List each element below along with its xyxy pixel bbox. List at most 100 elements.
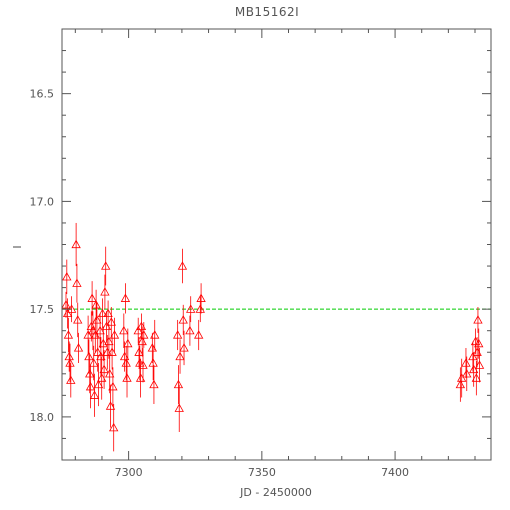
triangle-marker bbox=[462, 368, 472, 378]
data-point bbox=[103, 300, 113, 327]
triangle-marker bbox=[149, 379, 159, 389]
triangle-marker bbox=[105, 368, 115, 378]
triangle-marker bbox=[108, 381, 118, 391]
x-tick-label: 7350 bbox=[248, 466, 276, 479]
data-point bbox=[93, 332, 103, 372]
data-point bbox=[473, 306, 483, 333]
y-tick-label: 17.0 bbox=[30, 195, 55, 208]
triangle-marker bbox=[469, 364, 479, 374]
data-point bbox=[72, 263, 82, 303]
data-point bbox=[89, 345, 99, 381]
triangle-marker bbox=[104, 336, 114, 346]
data-point bbox=[122, 358, 132, 398]
y-axis-label: I bbox=[11, 245, 24, 248]
data-point bbox=[137, 326, 147, 357]
triangle-marker bbox=[84, 351, 94, 361]
triangle-marker bbox=[468, 351, 478, 361]
data-point bbox=[106, 306, 116, 338]
data-point bbox=[99, 350, 109, 389]
data-point bbox=[178, 304, 188, 336]
axis-ticks bbox=[62, 28, 491, 461]
triangle-marker bbox=[461, 358, 471, 367]
data-point bbox=[455, 367, 466, 402]
data-point bbox=[174, 384, 184, 432]
data-point bbox=[121, 345, 131, 381]
triangle-marker bbox=[122, 373, 132, 382]
data-point bbox=[461, 347, 471, 379]
triangle-marker bbox=[139, 330, 149, 339]
chart-title: MB15162I bbox=[235, 5, 299, 19]
triangle-marker bbox=[177, 261, 188, 270]
triangle-marker bbox=[134, 347, 144, 356]
data-point bbox=[138, 347, 148, 383]
data-point bbox=[474, 328, 484, 359]
triangle-marker bbox=[91, 300, 101, 309]
triangle-marker bbox=[173, 379, 184, 389]
data-point bbox=[185, 315, 195, 346]
data-point bbox=[462, 356, 472, 392]
triangle-marker bbox=[71, 239, 81, 249]
data-point bbox=[92, 302, 102, 338]
triangle-marker bbox=[471, 373, 482, 382]
triangle-marker bbox=[119, 351, 130, 361]
triangle-marker bbox=[89, 390, 100, 399]
data-points bbox=[61, 222, 485, 452]
data-point bbox=[97, 298, 108, 329]
triangle-marker bbox=[97, 308, 108, 318]
triangle-marker bbox=[123, 338, 133, 348]
triangle-marker bbox=[103, 308, 113, 318]
triangle-marker bbox=[93, 379, 104, 389]
data-point bbox=[196, 283, 206, 314]
triangle-marker bbox=[102, 347, 112, 356]
data-point bbox=[120, 283, 131, 314]
triangle-marker bbox=[83, 330, 93, 339]
data-point bbox=[177, 248, 188, 284]
triangle-marker bbox=[455, 379, 466, 389]
x-tick-labels: 7300 7350 7400 bbox=[115, 466, 409, 479]
triangle-marker bbox=[196, 293, 206, 302]
triangle-marker bbox=[62, 308, 73, 318]
data-point bbox=[73, 332, 84, 364]
triangle-marker bbox=[63, 330, 74, 339]
data-point bbox=[101, 246, 111, 286]
triangle-marker bbox=[109, 330, 120, 339]
data-point bbox=[195, 296, 205, 323]
triangle-marker bbox=[457, 373, 467, 382]
triangle-marker bbox=[95, 325, 105, 335]
data-point bbox=[66, 363, 76, 398]
triangle-marker bbox=[87, 293, 97, 302]
data-point bbox=[175, 339, 185, 374]
data-point bbox=[474, 347, 485, 383]
data-point bbox=[71, 222, 81, 267]
data-point bbox=[62, 259, 72, 295]
triangle-marker bbox=[179, 343, 189, 352]
data-point bbox=[61, 291, 71, 318]
triangle-marker bbox=[89, 358, 99, 367]
triangle-marker bbox=[474, 338, 484, 348]
data-point bbox=[148, 345, 158, 381]
data-point bbox=[133, 317, 143, 344]
triangle-marker bbox=[185, 325, 195, 335]
triangle-marker bbox=[474, 360, 485, 369]
triangle-marker bbox=[85, 381, 96, 391]
triangle-marker bbox=[148, 358, 158, 367]
triangle-marker bbox=[138, 360, 148, 369]
triangle-marker bbox=[133, 325, 143, 335]
data-point bbox=[172, 319, 183, 351]
triangle-marker bbox=[137, 336, 147, 346]
data-point bbox=[139, 322, 149, 348]
y-tick-labels: 16.5 17.0 17.5 18.0 bbox=[30, 88, 55, 424]
x-tick-label: 7400 bbox=[381, 466, 409, 479]
triangle-marker bbox=[195, 304, 205, 313]
triangle-marker bbox=[85, 368, 95, 378]
y-tick-label: 17.5 bbox=[30, 303, 55, 316]
data-point bbox=[87, 281, 97, 316]
triangle-marker bbox=[119, 325, 129, 335]
data-point bbox=[84, 339, 94, 374]
triangle-marker bbox=[121, 358, 131, 367]
data-point bbox=[93, 363, 104, 407]
data-point bbox=[63, 317, 74, 353]
data-point bbox=[85, 354, 95, 394]
data-point bbox=[89, 373, 100, 417]
